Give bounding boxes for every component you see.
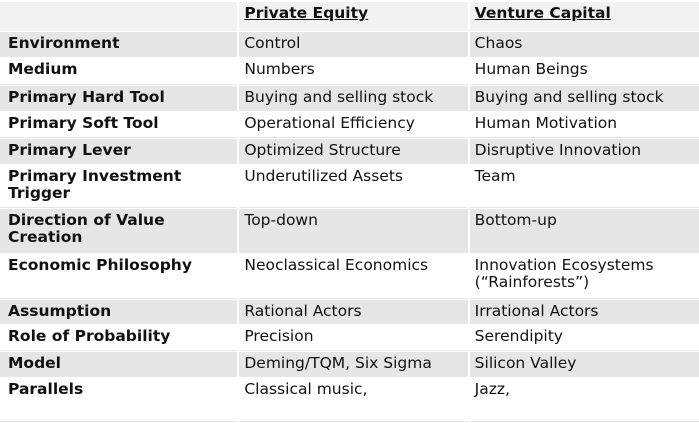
row-label: Medium	[0, 58, 238, 85]
row-label: Primary Investment Trigger	[0, 165, 238, 208]
cell: Irrational Actors	[469, 300, 699, 324]
row-label: Role of Probability	[0, 325, 238, 351]
table-row: Model Deming/TQM, Six Sigma Silicon Valley	[0, 352, 699, 377]
cell: Disruptive Innovation	[469, 139, 699, 164]
cell: Buying and selling stock	[469, 86, 699, 111]
cell: Classical music,	[239, 378, 468, 422]
table-row: Assumption Rational Actors Irrational Acto…	[0, 300, 699, 324]
row-label: Primary Hard Tool	[0, 86, 238, 111]
row-label: Environment	[0, 32, 238, 57]
table-row: Primary Lever Optimized Structure Disrupti…	[0, 139, 699, 164]
cell: Chaos	[469, 32, 699, 57]
cell: Rational Actors	[239, 300, 468, 324]
cell: Numbers	[239, 58, 468, 85]
cell: Innovation Ecosystems (“Rainforests”)	[469, 254, 699, 299]
column-header: Private Equity	[239, 2, 468, 31]
table-row: Economic Philosophy Neoclassical Economic…	[0, 254, 699, 299]
cell: Precision	[239, 325, 468, 351]
cell: Human Beings	[469, 58, 699, 85]
cell: Jazz,	[469, 378, 699, 422]
table-row: Direction of Value Creation Top-down Botto…	[0, 209, 699, 253]
table-row: Primary Investment Trigger Underutilized …	[0, 165, 699, 208]
cell: Human Motivation	[469, 112, 699, 138]
cell: Buying and selling stock	[239, 86, 468, 111]
table-row: Role of Probability Precision Serendipity	[0, 325, 699, 351]
row-label: Primary Soft Tool	[0, 112, 238, 138]
cell: Team	[469, 165, 699, 208]
table-row: Environment Control Chaos	[0, 32, 699, 57]
row-label: Assumption	[0, 300, 238, 324]
row-label: Parallels	[0, 378, 238, 422]
cell: Deming/TQM, Six Sigma	[239, 352, 468, 377]
cell: Serendipity	[469, 325, 699, 351]
table-row: Primary Soft Tool Operational Efficiency H…	[0, 112, 699, 138]
row-label: Model	[0, 352, 238, 377]
row-label: Primary Lever	[0, 139, 238, 164]
column-header: Venture Capital	[469, 2, 699, 31]
table-row: Parallels Classical music, Jazz,	[0, 378, 699, 422]
cell: Optimized Structure	[239, 139, 468, 164]
header-row: Private Equity Venture Capital	[0, 2, 699, 31]
cell: Underutilized Assets	[239, 165, 468, 208]
cell: Bottom-up	[469, 209, 699, 253]
cell: Control	[239, 32, 468, 57]
header-empty-cell	[0, 2, 238, 31]
row-label: Economic Philosophy	[0, 254, 238, 299]
table-row: Primary Hard Tool Buying and selling stoc…	[0, 86, 699, 111]
cell: Silicon Valley	[469, 352, 699, 377]
table-row: Medium Numbers Human Beings	[0, 58, 699, 85]
cell: Top-down	[239, 209, 468, 253]
row-label: Direction of Value Creation	[0, 209, 238, 253]
cell: Neoclassical Economics	[239, 254, 468, 299]
cell: Operational Efficiency	[239, 112, 468, 138]
table-body: Environment Control Chaos Medium Numbers Huma…	[0, 32, 699, 422]
